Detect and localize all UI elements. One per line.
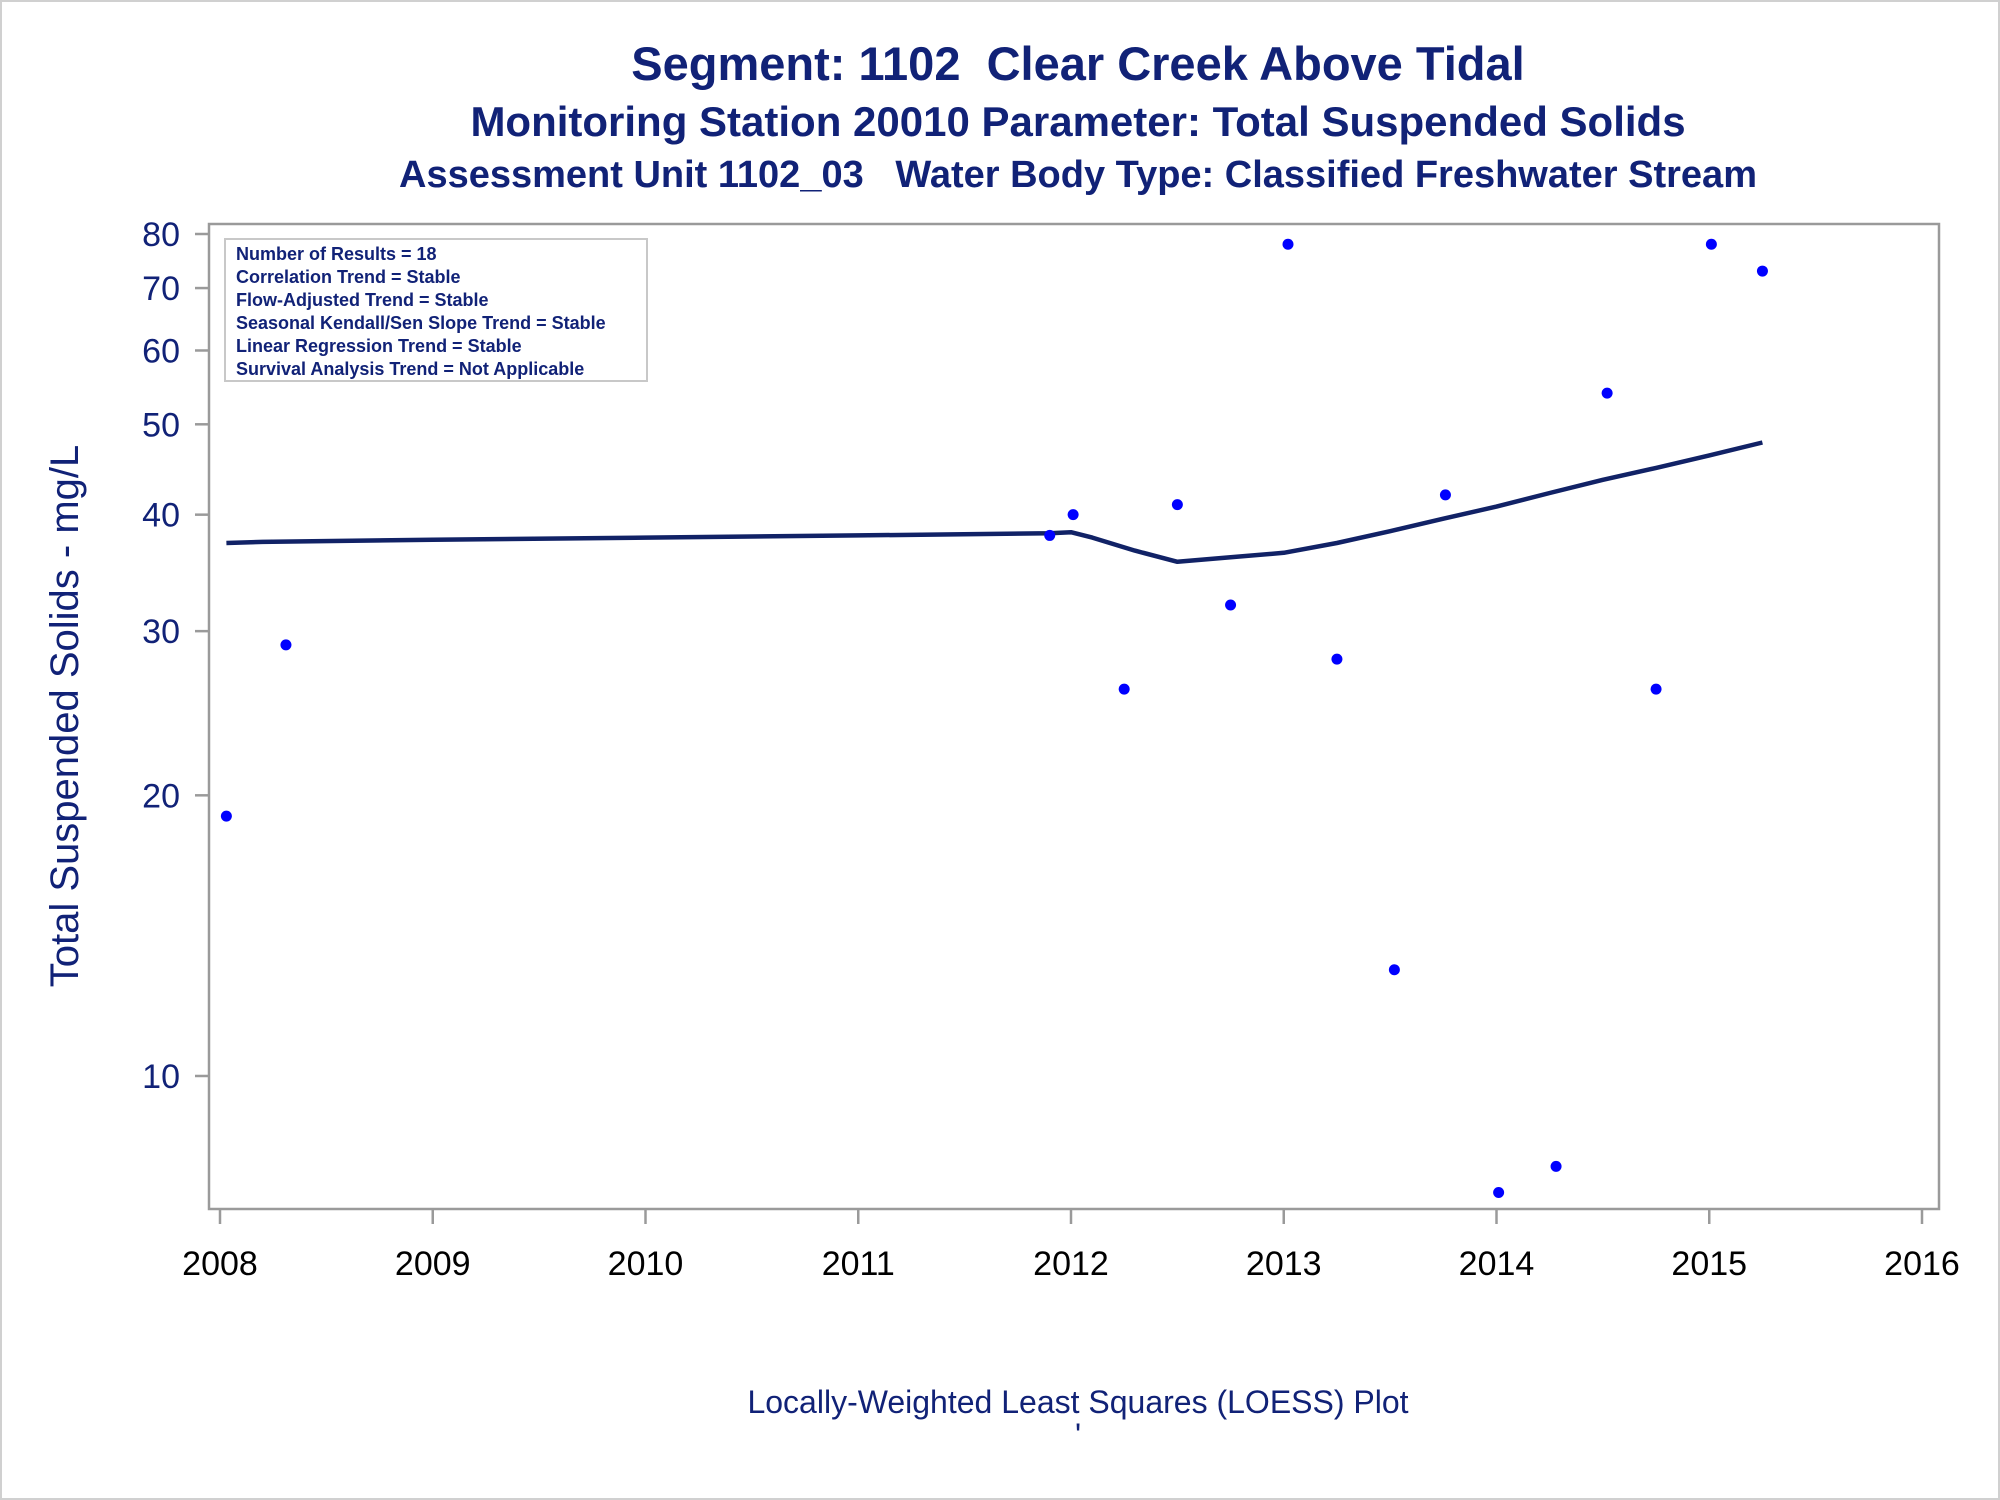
data-point: [1118, 683, 1130, 695]
data-point: [1044, 529, 1056, 541]
chart-subtitle-2: Assessment Unit 1102_03 Water Body Type:…: [399, 154, 1757, 196]
y-axis-title: Total Suspended Solids - mg/L: [43, 445, 87, 988]
x-tick-label: 2008: [182, 1245, 258, 1283]
plot-area: [207, 222, 1941, 1211]
x-axis-title: Locally-Weighted Least Squares (LOESS) P…: [747, 1384, 1408, 1420]
data-point: [1388, 964, 1400, 976]
data-point: [1225, 599, 1237, 611]
stats-inset-line: Seasonal Kendall/Sen Slope Trend = Stabl…: [236, 313, 606, 333]
data-point: [220, 810, 232, 822]
x-tick-label: 2015: [1671, 1245, 1747, 1283]
stats-inset-line: Flow-Adjusted Trend = Stable: [236, 290, 489, 310]
data-point: [1493, 1186, 1505, 1198]
data-point: [1650, 683, 1662, 695]
stats-inset: Number of Results = 18 Correlation Trend …: [224, 238, 648, 382]
x-tick-label: 2014: [1459, 1245, 1535, 1283]
stats-inset-line: Correlation Trend = Stable: [236, 267, 461, 287]
y-tick-label: 20: [142, 777, 180, 815]
scatter-points: [220, 238, 1768, 1198]
x-tick-label: 2011: [822, 1245, 895, 1283]
chart-title: Segment: 1102 Clear Creek Above Tidal: [631, 37, 1525, 90]
data-point: [1439, 489, 1451, 501]
data-point: [1171, 499, 1183, 511]
y-tick-label: 40: [142, 497, 180, 535]
y-tick-label: 80: [142, 216, 180, 254]
x-tick-label: 2012: [1033, 1245, 1109, 1283]
loess-curve: [226, 440, 1763, 565]
y-tick-label: 60: [142, 332, 180, 370]
y-tick-label: 50: [142, 406, 180, 444]
y-tick-label: 10: [142, 1058, 180, 1096]
x-tick-label: 2009: [395, 1245, 471, 1283]
x-axis: 2008 2009 2010 2011 2012 2013 2014 2015 2016: [182, 1209, 1960, 1283]
stats-inset-box: [224, 238, 648, 382]
data-point: [1601, 387, 1613, 399]
data-point: [1756, 265, 1768, 277]
stats-inset-line: Number of Results = 18: [236, 244, 437, 264]
data-point: [1331, 653, 1343, 665]
data-point: [1550, 1160, 1562, 1172]
data-point: [1705, 238, 1717, 250]
data-point: [1067, 509, 1079, 521]
chart-subtitle: Monitoring Station 20010 Parameter: Tota…: [470, 98, 1686, 145]
x-tick-label: 2013: [1246, 1245, 1322, 1283]
stats-inset-line: Linear Regression Trend = Stable: [236, 336, 522, 356]
y-tick-label: 70: [142, 270, 180, 308]
footnote-mark: ': [1075, 1417, 1081, 1453]
y-tick-label: 30: [142, 613, 180, 651]
data-point: [280, 639, 292, 651]
y-axis: 10 20 30 40 50 60 70 80: [142, 216, 209, 1096]
loess-line: [226, 440, 1763, 565]
x-tick-label: 2010: [608, 1245, 684, 1283]
x-tick-label: 2016: [1884, 1245, 1960, 1283]
data-point: [1282, 238, 1294, 250]
stats-inset-line: Survival Analysis Trend = Not Applicable: [236, 359, 584, 379]
